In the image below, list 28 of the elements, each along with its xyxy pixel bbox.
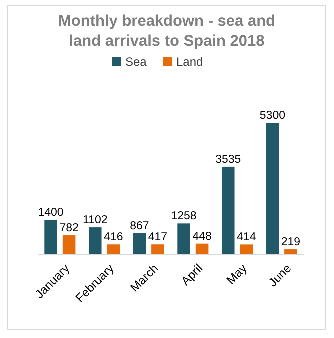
bar	[222, 166, 235, 255]
data-label: 219	[281, 236, 301, 249]
bar	[240, 244, 254, 255]
bar	[178, 224, 190, 255]
bar	[133, 233, 146, 255]
bar	[88, 228, 102, 255]
bar	[152, 244, 164, 255]
bar	[266, 123, 280, 255]
data-label: 448	[192, 230, 212, 243]
bar	[196, 244, 209, 255]
bar	[62, 236, 76, 255]
x-tick-label: May	[224, 261, 250, 288]
data-label: 414	[237, 232, 257, 244]
bar	[107, 244, 120, 255]
data-label: 1400	[38, 207, 64, 220]
data-label: 867	[130, 220, 150, 232]
data-label: 5300	[260, 110, 286, 122]
data-label: 416	[104, 232, 124, 244]
data-label: 782	[60, 222, 79, 235]
bar	[284, 250, 298, 255]
data-label: 417	[148, 232, 168, 244]
chart-title: Monthly breakdown - sea and land arrivals to Spain 2018	[58, 13, 276, 50]
bar	[44, 220, 58, 255]
legend-label: Land	[176, 55, 204, 69]
data-label: 1258	[171, 210, 197, 223]
data-label: 1102	[83, 214, 108, 227]
data-label: 3535	[216, 154, 242, 166]
legend-label: Sea	[126, 55, 148, 69]
